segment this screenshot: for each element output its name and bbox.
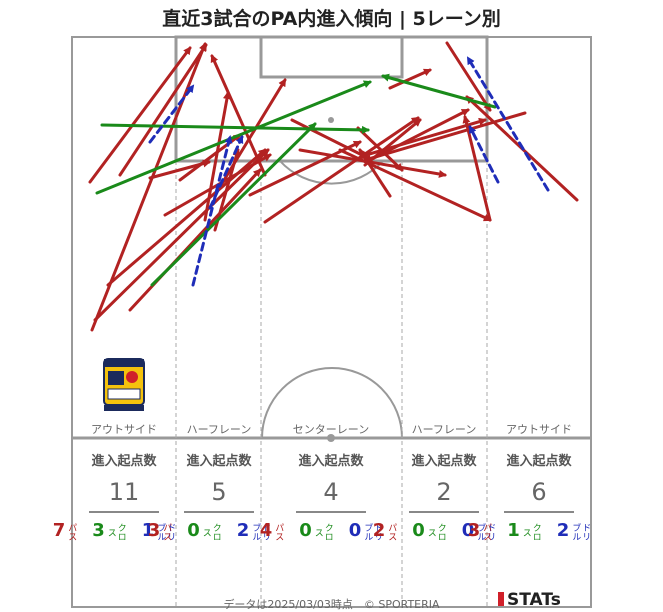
pass-label: パス [66, 523, 77, 541]
pass-arrow [263, 116, 420, 224]
cross-arrow [150, 122, 317, 287]
lane-stats-right-halfspace: 進入起点数 2 2 パス 0 クロス 0 ドリブル [373, 450, 499, 541]
stats-rule [296, 511, 366, 513]
pass-arrow [445, 41, 492, 112]
stats-total: 4 [323, 478, 339, 506]
pass-label: パス [386, 523, 397, 541]
lane-stats-left-outside: 進入起点数 11 7 パス 3 クロス 1 ドリブル [53, 450, 179, 541]
cross-label: クロス [312, 523, 333, 541]
stats-total: 2 [436, 478, 452, 506]
dribble-label: ドリブル [475, 523, 496, 541]
stats-total: 6 [531, 478, 547, 506]
stats-header: 進入起点数 [411, 454, 477, 469]
cross-count: 1 [507, 520, 520, 541]
dribble-count: 2 [556, 520, 570, 541]
penalty-spot [328, 117, 334, 123]
dribble-arrow [191, 135, 233, 287]
footer-note: データは2025/03/03時点 © SPORTERIA [223, 598, 440, 611]
dribble-arrow [466, 56, 550, 192]
pass-arrow [356, 126, 404, 172]
pass-arrow [388, 68, 432, 90]
pass-count: 4 [259, 520, 273, 541]
cross-count: 3 [92, 520, 105, 541]
dribble-label: ドリブル [570, 523, 591, 541]
dribble-arrow [468, 125, 500, 184]
pass-arrow [203, 91, 231, 222]
lane-label-center: センターレーン [292, 423, 370, 436]
stats-header: 進入起点数 [91, 454, 157, 469]
dribble-count: 2 [236, 520, 250, 541]
lane-stats-right-outside: 進入起点数 6 3 パス 1 クロス 2 ドリブル [468, 450, 594, 541]
goal-area [259, 35, 404, 79]
dribble-count: 0 [461, 520, 475, 541]
dribble-label: ドリブル [250, 523, 271, 541]
lane-label-left-outside: アウトサイド [91, 423, 157, 436]
cross-arrow [95, 80, 372, 195]
pass-label: パス [481, 523, 492, 541]
pass-arrow [88, 46, 192, 184]
pass-arrow [210, 54, 267, 177]
cross-label: クロス [105, 523, 126, 541]
cross-count: 0 [299, 520, 312, 541]
cross-count: 0 [187, 520, 200, 541]
brand-mark-icon [498, 592, 504, 606]
pass-arrow [213, 78, 287, 197]
dribble-label: ドリブル [155, 523, 176, 541]
pass-label: パス [273, 523, 284, 541]
pass-arrow [364, 117, 487, 157]
center-spot [327, 434, 335, 442]
lane-label-right-halfspace: ハーフレーン [411, 423, 477, 436]
stats-rule [504, 511, 574, 513]
brand-name: STATs [507, 590, 561, 610]
team-crest-logo [103, 358, 145, 411]
brand-logo: STATs [498, 590, 561, 610]
page-title: 直近3試合のPA内進入傾向 | 5レーン別 [162, 8, 501, 30]
center-circle [261, 367, 403, 439]
lane-label-left-halfspace: ハーフレーン [186, 423, 252, 436]
pass-arrow [128, 168, 262, 312]
lane-label-right-outside: アウトサイド [506, 423, 572, 436]
lane-stats-center: 進入起点数 4 4 パス 0 クロス 0 ドリブル [260, 450, 386, 541]
pass-label: パス [161, 523, 172, 541]
pass-arrow [290, 118, 370, 160]
pass-count: 7 [52, 520, 66, 541]
cross-label: クロス [200, 523, 221, 541]
stats-header: 進入起点数 [298, 454, 364, 469]
dribble-arrow [148, 84, 195, 144]
stats-total: 5 [211, 478, 227, 506]
dribble-label: ドリブル [362, 523, 383, 541]
pass-arrow [93, 148, 270, 322]
stats-rule [89, 511, 159, 513]
lane-stats-left-halfspace: 進入起点数 5 3 パス 0 クロス 2 ドリブル [148, 450, 274, 541]
stats-rule [409, 511, 479, 513]
pass-arrow [363, 111, 527, 163]
stats-rule [184, 511, 254, 513]
stats-header: 進入起点数 [506, 454, 572, 469]
cross-arrow [381, 73, 497, 109]
pass-arrow [338, 148, 492, 222]
pass-count: 3 [147, 520, 161, 541]
pass-count: 2 [372, 520, 386, 541]
dribble-arrow [208, 135, 244, 210]
cross-arrow [100, 123, 370, 134]
pass-count: 3 [467, 520, 481, 541]
cross-label: クロス [425, 523, 446, 541]
dribble-count: 0 [348, 520, 362, 541]
cross-count: 0 [412, 520, 425, 541]
pass-arrow [298, 148, 447, 178]
pass-arrow [462, 115, 492, 222]
cross-label: クロス [520, 523, 541, 541]
pass-arrow [368, 108, 470, 162]
stats-header: 進入起点数 [186, 454, 252, 469]
pass-arrow [118, 43, 208, 177]
dribble-count: 1 [141, 520, 155, 541]
entry-arrows [88, 41, 579, 332]
stats-total: 11 [108, 478, 140, 506]
